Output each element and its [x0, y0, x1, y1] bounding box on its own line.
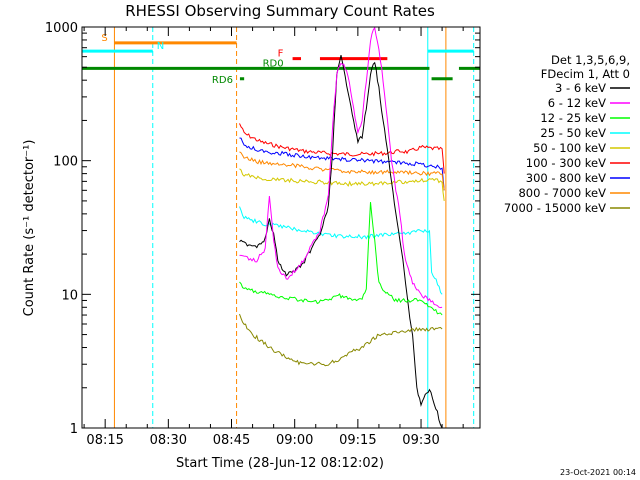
- x-tick-label: 08:15: [86, 433, 123, 448]
- legend-entry-label: 50 - 100 keV: [533, 141, 606, 155]
- series-line: [239, 313, 443, 367]
- series-line: [239, 202, 443, 316]
- x-tick-label: 08:30: [150, 433, 187, 448]
- y-axis-label: Count Rate (s⁻¹ detector⁻¹): [22, 140, 37, 317]
- flag-label: S: [101, 33, 107, 44]
- x-tick-label: 09:00: [276, 433, 313, 448]
- series-line: [239, 137, 445, 191]
- series-line: [239, 26, 443, 309]
- legend-header: FDecim 1, Att 0: [541, 67, 630, 81]
- x-tick-label: 09:15: [339, 433, 376, 448]
- legend-entry-label: 100 - 300 keV: [526, 156, 606, 170]
- flag-label: N: [157, 41, 164, 52]
- legend-entry-label: 300 - 800 keV: [526, 171, 606, 185]
- series-line: [239, 54, 443, 429]
- series-line: [239, 168, 445, 201]
- legend-entry-label: 7000 - 15000 keV: [504, 201, 606, 215]
- series-line: [239, 206, 443, 295]
- legend-entry-label: 3 - 6 keV: [555, 81, 606, 95]
- flag-label: RD6: [212, 75, 233, 86]
- legend-header: Det 1,3,5,6,9,: [551, 53, 630, 67]
- plot-frame: [81, 26, 481, 429]
- legend-entry-label: 800 - 7000 keV: [518, 186, 606, 200]
- legend-entry-label: 12 - 25 keV: [540, 111, 606, 125]
- y-tick-label: 100: [53, 155, 78, 170]
- legend-entry-label: 6 - 12 keV: [548, 96, 606, 110]
- flag-label: RD0: [263, 58, 284, 69]
- timestamp: 23-Oct-2021 00:14: [560, 468, 636, 477]
- series-line: [239, 123, 445, 174]
- x-tick-label: 09:30: [402, 433, 439, 448]
- axes: 08:15 08:30 08:45 09:00 09:15 09:30 1 10 100 1000: [45, 21, 480, 448]
- y-tick-label: 10: [61, 288, 78, 303]
- series-line: [239, 151, 445, 191]
- x-tick-label: 08:45: [213, 433, 250, 448]
- x-axis-label: Start Time (28-Jun-12 08:12:02): [176, 456, 384, 471]
- legend-entry-label: 25 - 50 keV: [540, 126, 606, 140]
- flag-label: F: [278, 49, 284, 60]
- chart-title: RHESSI Observing Summary Count Rates: [125, 2, 435, 20]
- y-tick-label: 1: [70, 422, 78, 437]
- legend: Det 1,3,5,6,9,FDecim 1, Att 03 - 6 keV6 …: [504, 53, 630, 215]
- y-tick-label: 1000: [45, 21, 78, 36]
